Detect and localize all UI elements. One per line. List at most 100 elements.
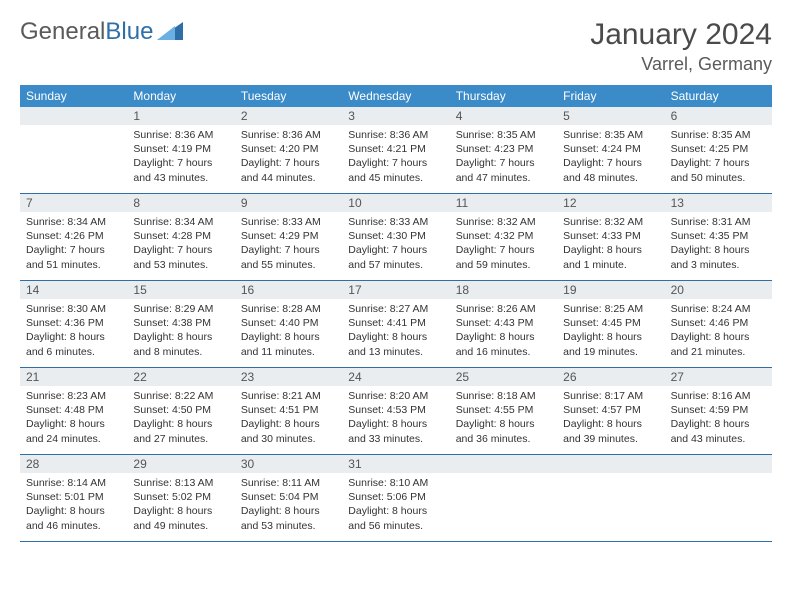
location: Varrel, Germany [590, 54, 772, 75]
logo-word-1: General [20, 18, 105, 45]
sunrise-line: Sunrise: 8:33 AM [241, 215, 336, 229]
day-number: 25 [450, 368, 557, 386]
sunset-line: Sunset: 4:33 PM [563, 229, 658, 243]
day-cell: 21Sunrise: 8:23 AMSunset: 4:48 PMDayligh… [20, 368, 127, 454]
daylight-line: Daylight: 8 hours and 43 minutes. [671, 417, 766, 445]
sunrise-line: Sunrise: 8:13 AM [133, 476, 228, 490]
dow-header: Sunday [20, 85, 127, 107]
sunset-line: Sunset: 4:45 PM [563, 316, 658, 330]
day-number: 7 [20, 194, 127, 212]
sunrise-line: Sunrise: 8:20 AM [348, 389, 443, 403]
sunset-line: Sunset: 4:28 PM [133, 229, 228, 243]
sunrise-line: Sunrise: 8:23 AM [26, 389, 121, 403]
sunrise-line: Sunrise: 8:34 AM [133, 215, 228, 229]
day-number: 24 [342, 368, 449, 386]
sunrise-line: Sunrise: 8:36 AM [133, 128, 228, 142]
sunrise-line: Sunrise: 8:26 AM [456, 302, 551, 316]
day-cell: 2Sunrise: 8:36 AMSunset: 4:20 PMDaylight… [235, 107, 342, 193]
daylight-line: Daylight: 8 hours and 8 minutes. [133, 330, 228, 358]
daylight-line: Daylight: 8 hours and 21 minutes. [671, 330, 766, 358]
day-body: Sunrise: 8:36 AMSunset: 4:20 PMDaylight:… [235, 125, 342, 191]
sunrise-line: Sunrise: 8:36 AM [348, 128, 443, 142]
day-body: Sunrise: 8:33 AMSunset: 4:29 PMDaylight:… [235, 212, 342, 278]
day-body: Sunrise: 8:24 AMSunset: 4:46 PMDaylight:… [665, 299, 772, 365]
day-body: Sunrise: 8:35 AMSunset: 4:24 PMDaylight:… [557, 125, 664, 191]
day-number: 12 [557, 194, 664, 212]
calendar: SundayMondayTuesdayWednesdayThursdayFrid… [20, 85, 772, 542]
day-cell: 13Sunrise: 8:31 AMSunset: 4:35 PMDayligh… [665, 194, 772, 280]
day-body: Sunrise: 8:16 AMSunset: 4:59 PMDaylight:… [665, 386, 772, 452]
daylight-line: Daylight: 7 hours and 59 minutes. [456, 243, 551, 271]
day-cell: 27Sunrise: 8:16 AMSunset: 4:59 PMDayligh… [665, 368, 772, 454]
sunrise-line: Sunrise: 8:22 AM [133, 389, 228, 403]
day-number: 6 [665, 107, 772, 125]
sunset-line: Sunset: 4:38 PM [133, 316, 228, 330]
day-number: 17 [342, 281, 449, 299]
sunset-line: Sunset: 4:32 PM [456, 229, 551, 243]
day-body: Sunrise: 8:36 AMSunset: 4:19 PMDaylight:… [127, 125, 234, 191]
daylight-line: Daylight: 8 hours and 53 minutes. [241, 504, 336, 532]
daylight-line: Daylight: 8 hours and 30 minutes. [241, 417, 336, 445]
day-number: 3 [342, 107, 449, 125]
day-body: Sunrise: 8:34 AMSunset: 4:28 PMDaylight:… [127, 212, 234, 278]
day-number: 8 [127, 194, 234, 212]
sunset-line: Sunset: 4:35 PM [671, 229, 766, 243]
sunset-line: Sunset: 5:01 PM [26, 490, 121, 504]
dow-header: Monday [127, 85, 234, 107]
day-cell [450, 455, 557, 541]
month-title: January 2024 [590, 18, 772, 52]
day-number: 29 [127, 455, 234, 473]
header: GeneralBlue January 2024 Varrel, Germany [20, 18, 772, 75]
day-cell: 3Sunrise: 8:36 AMSunset: 4:21 PMDaylight… [342, 107, 449, 193]
day-body: Sunrise: 8:13 AMSunset: 5:02 PMDaylight:… [127, 473, 234, 539]
daylight-line: Daylight: 8 hours and 27 minutes. [133, 417, 228, 445]
sunset-line: Sunset: 4:59 PM [671, 403, 766, 417]
sunrise-line: Sunrise: 8:28 AM [241, 302, 336, 316]
sunset-line: Sunset: 4:55 PM [456, 403, 551, 417]
daylight-line: Daylight: 7 hours and 43 minutes. [133, 156, 228, 184]
sunset-line: Sunset: 4:43 PM [456, 316, 551, 330]
dow-header: Tuesday [235, 85, 342, 107]
day-body: Sunrise: 8:28 AMSunset: 4:40 PMDaylight:… [235, 299, 342, 365]
day-cell [557, 455, 664, 541]
day-body: Sunrise: 8:27 AMSunset: 4:41 PMDaylight:… [342, 299, 449, 365]
day-number [665, 455, 772, 473]
day-body: Sunrise: 8:35 AMSunset: 4:23 PMDaylight:… [450, 125, 557, 191]
daylight-line: Daylight: 7 hours and 48 minutes. [563, 156, 658, 184]
day-cell: 1Sunrise: 8:36 AMSunset: 4:19 PMDaylight… [127, 107, 234, 193]
day-number: 22 [127, 368, 234, 386]
day-cell: 17Sunrise: 8:27 AMSunset: 4:41 PMDayligh… [342, 281, 449, 367]
daylight-line: Daylight: 8 hours and 19 minutes. [563, 330, 658, 358]
sunset-line: Sunset: 5:02 PM [133, 490, 228, 504]
day-cell: 20Sunrise: 8:24 AMSunset: 4:46 PMDayligh… [665, 281, 772, 367]
daylight-line: Daylight: 8 hours and 11 minutes. [241, 330, 336, 358]
week-row: 14Sunrise: 8:30 AMSunset: 4:36 PMDayligh… [20, 281, 772, 368]
day-number [450, 455, 557, 473]
day-body: Sunrise: 8:32 AMSunset: 4:32 PMDaylight:… [450, 212, 557, 278]
dow-header: Wednesday [342, 85, 449, 107]
day-cell: 28Sunrise: 8:14 AMSunset: 5:01 PMDayligh… [20, 455, 127, 541]
day-body: Sunrise: 8:17 AMSunset: 4:57 PMDaylight:… [557, 386, 664, 452]
week-row: 28Sunrise: 8:14 AMSunset: 5:01 PMDayligh… [20, 455, 772, 542]
day-number: 23 [235, 368, 342, 386]
day-body: Sunrise: 8:22 AMSunset: 4:50 PMDaylight:… [127, 386, 234, 452]
sunset-line: Sunset: 4:53 PM [348, 403, 443, 417]
sunset-line: Sunset: 4:48 PM [26, 403, 121, 417]
sunrise-line: Sunrise: 8:27 AM [348, 302, 443, 316]
day-cell: 15Sunrise: 8:29 AMSunset: 4:38 PMDayligh… [127, 281, 234, 367]
daylight-line: Daylight: 8 hours and 39 minutes. [563, 417, 658, 445]
sunrise-line: Sunrise: 8:16 AM [671, 389, 766, 403]
sunset-line: Sunset: 4:36 PM [26, 316, 121, 330]
day-body: Sunrise: 8:33 AMSunset: 4:30 PMDaylight:… [342, 212, 449, 278]
day-body: Sunrise: 8:25 AMSunset: 4:45 PMDaylight:… [557, 299, 664, 365]
day-body: Sunrise: 8:21 AMSunset: 4:51 PMDaylight:… [235, 386, 342, 452]
day-number: 18 [450, 281, 557, 299]
sunrise-line: Sunrise: 8:10 AM [348, 476, 443, 490]
day-body: Sunrise: 8:20 AMSunset: 4:53 PMDaylight:… [342, 386, 449, 452]
week-row: 1Sunrise: 8:36 AMSunset: 4:19 PMDaylight… [20, 107, 772, 194]
daylight-line: Daylight: 8 hours and 36 minutes. [456, 417, 551, 445]
day-number: 26 [557, 368, 664, 386]
day-number: 15 [127, 281, 234, 299]
sunrise-line: Sunrise: 8:31 AM [671, 215, 766, 229]
sunset-line: Sunset: 4:20 PM [241, 142, 336, 156]
